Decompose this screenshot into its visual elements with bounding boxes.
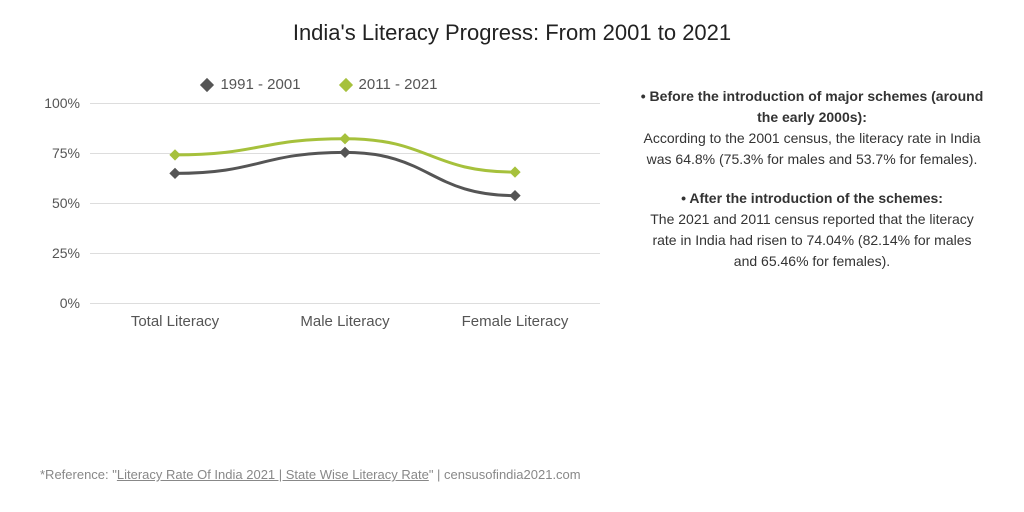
- series-marker: [339, 147, 350, 158]
- y-tick-label: 100%: [44, 95, 80, 111]
- chart-column: 1991 - 2001 2011 - 2021 0%25%50%75%100% …: [40, 76, 600, 343]
- paragraph-2: • After the introduction of the schemes:…: [640, 188, 984, 272]
- legend-marker-1: [200, 77, 214, 91]
- y-tick-label: 50%: [52, 195, 80, 211]
- legend-label-1: 1991 - 2001: [220, 76, 300, 93]
- x-axis-labels: Total LiteracyMale LiteracyFemale Litera…: [90, 313, 600, 330]
- ref-suffix: " | censusofindia2021.com: [429, 467, 581, 482]
- series-marker: [509, 190, 520, 201]
- x-tick-label: Female Literacy: [430, 313, 600, 330]
- content-row: 1991 - 2001 2011 - 2021 0%25%50%75%100% …: [40, 76, 984, 343]
- series-marker: [509, 166, 520, 177]
- y-tick-label: 25%: [52, 245, 80, 261]
- p1-heading: • Before the introduction of major schem…: [641, 88, 984, 125]
- page-title: India's Literacy Progress: From 2001 to …: [40, 20, 984, 46]
- legend-item-2: 2011 - 2021: [341, 76, 438, 93]
- text-column: • Before the introduction of major schem…: [640, 76, 984, 343]
- chart-area: 0%25%50%75%100% Total LiteracyMale Liter…: [90, 103, 600, 343]
- x-tick-label: Male Literacy: [260, 313, 430, 330]
- reference-text: *Reference: "Literacy Rate Of India 2021…: [40, 467, 581, 482]
- y-axis-labels: 0%25%50%75%100%: [40, 103, 85, 303]
- gridline: [90, 303, 600, 304]
- p2-heading: • After the introduction of the schemes:: [681, 190, 943, 206]
- ref-link: Literacy Rate Of India 2021 | State Wise…: [117, 467, 429, 482]
- chart-svg: [90, 103, 600, 303]
- chart-plot: [90, 103, 600, 303]
- series-marker: [169, 149, 180, 160]
- series-line: [175, 152, 515, 195]
- x-tick-label: Total Literacy: [90, 313, 260, 330]
- legend-label-2: 2011 - 2021: [359, 76, 438, 93]
- p1-body: According to the 2001 census, the litera…: [644, 130, 981, 167]
- legend-item-1: 1991 - 2001: [202, 76, 300, 93]
- paragraph-1: • Before the introduction of major schem…: [640, 86, 984, 170]
- legend-marker-2: [338, 77, 352, 91]
- chart-legend: 1991 - 2001 2011 - 2021: [40, 76, 600, 93]
- y-tick-label: 0%: [60, 295, 80, 311]
- ref-prefix: *Reference: ": [40, 467, 117, 482]
- y-tick-label: 75%: [52, 145, 80, 161]
- p2-body: The 2021 and 2011 census reported that t…: [650, 211, 974, 269]
- series-marker: [169, 168, 180, 179]
- series-marker: [339, 133, 350, 144]
